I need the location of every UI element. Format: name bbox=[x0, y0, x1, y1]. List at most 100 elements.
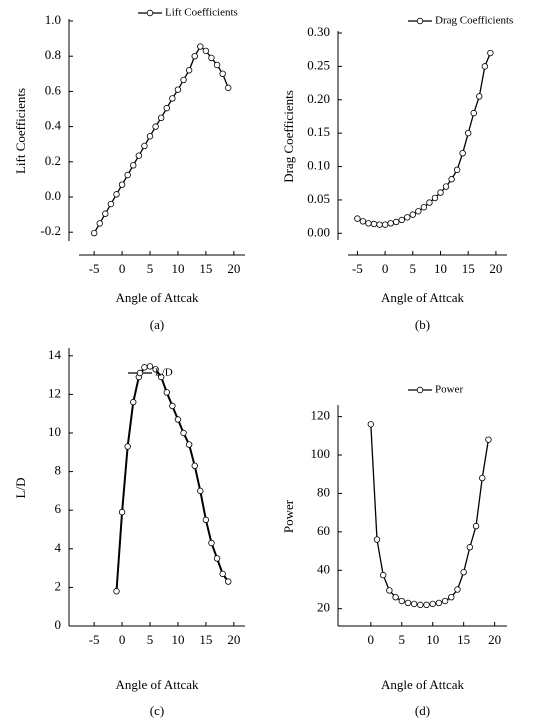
data-point bbox=[96, 220, 103, 227]
y-tick-label: 0.6 bbox=[45, 82, 62, 97]
data-point bbox=[485, 436, 492, 443]
panel-label: (d) bbox=[415, 703, 430, 718]
data-point bbox=[225, 578, 232, 585]
data-point bbox=[141, 364, 148, 371]
x-tick-label: 5 bbox=[399, 632, 406, 647]
y-tick-label: 0.8 bbox=[45, 47, 61, 62]
x-tick-label: -5 bbox=[352, 261, 363, 276]
data-point bbox=[429, 600, 436, 608]
y-tick-label: -0.2 bbox=[40, 223, 61, 238]
data-point bbox=[213, 555, 221, 562]
data-point bbox=[202, 516, 210, 524]
y-tick-label: 0.15 bbox=[307, 124, 330, 139]
data-point bbox=[437, 189, 444, 196]
data-point bbox=[453, 166, 461, 174]
y-tick-label: 1.0 bbox=[45, 12, 61, 27]
x-tick-label: 0 bbox=[368, 632, 375, 647]
x-tick-label: 20 bbox=[488, 632, 501, 647]
x-tick-label: 15 bbox=[199, 632, 212, 647]
data-point bbox=[387, 220, 394, 227]
data-point bbox=[130, 398, 137, 406]
data-point bbox=[470, 109, 477, 117]
data-point bbox=[392, 593, 399, 601]
data-point bbox=[130, 162, 137, 169]
data-point bbox=[107, 200, 115, 208]
data-point bbox=[370, 220, 378, 228]
y-tick-label: 0.00 bbox=[307, 224, 330, 239]
data-point bbox=[113, 588, 120, 595]
y-axis-label: Drag Coefficients bbox=[281, 90, 296, 183]
data-point bbox=[404, 599, 412, 607]
legend-label: Power bbox=[435, 384, 463, 396]
x-tick-label: 10 bbox=[434, 261, 447, 276]
y-axis-label: Power bbox=[281, 499, 296, 533]
y-tick-label: 100 bbox=[311, 446, 331, 461]
x-tick-label: 20 bbox=[227, 261, 240, 276]
data-point bbox=[163, 389, 170, 396]
y-tick-label: 12 bbox=[48, 385, 61, 400]
legend-marker bbox=[416, 17, 424, 25]
x-tick-label: 10 bbox=[426, 632, 439, 647]
x-tick-label: 20 bbox=[227, 632, 240, 647]
x-axis-label: Angle of Attcak bbox=[381, 290, 465, 305]
data-point bbox=[404, 214, 411, 221]
x-axis-label: Angle of Attcak bbox=[381, 677, 465, 692]
data-point bbox=[102, 210, 109, 217]
x-tick-label: 15 bbox=[199, 261, 212, 276]
data-point bbox=[410, 600, 418, 608]
y-tick-label: 0.0 bbox=[45, 188, 61, 203]
data-point bbox=[213, 61, 221, 69]
data-point bbox=[435, 599, 443, 607]
data-point bbox=[373, 536, 381, 543]
data-point bbox=[376, 221, 383, 228]
y-tick-label: 14 bbox=[48, 347, 62, 362]
data-point bbox=[442, 183, 450, 190]
y-tick-label: 0.05 bbox=[307, 191, 330, 206]
legend-marker bbox=[146, 9, 154, 17]
x-tick-label: 10 bbox=[171, 261, 184, 276]
data-point bbox=[423, 601, 430, 609]
data-point bbox=[185, 67, 193, 74]
data-point bbox=[208, 539, 215, 547]
y-tick-label: 4 bbox=[55, 540, 62, 555]
y-tick-label: 20 bbox=[317, 600, 330, 615]
data-point bbox=[409, 211, 417, 218]
x-tick-label: 5 bbox=[410, 261, 417, 276]
data-point bbox=[174, 416, 182, 423]
data-point bbox=[454, 586, 461, 593]
data-point bbox=[185, 441, 193, 448]
x-tick-label: 0 bbox=[382, 261, 389, 276]
x-tick-label: -5 bbox=[89, 632, 100, 647]
data-point bbox=[476, 93, 483, 100]
x-axis-label: Angle of Attcak bbox=[115, 290, 199, 305]
series-line bbox=[370, 424, 490, 606]
data-point bbox=[465, 129, 472, 137]
data-point bbox=[479, 474, 486, 482]
data-point bbox=[180, 429, 187, 437]
data-point bbox=[197, 487, 204, 495]
data-point bbox=[420, 204, 428, 211]
data-point bbox=[152, 366, 159, 373]
panel-label: (c) bbox=[150, 703, 164, 718]
data-point bbox=[466, 544, 474, 551]
x-tick-label: 20 bbox=[489, 261, 502, 276]
data-point bbox=[417, 601, 424, 609]
data-point bbox=[208, 54, 215, 62]
data-point bbox=[460, 569, 467, 576]
data-point bbox=[191, 53, 198, 60]
y-tick-label: 8 bbox=[55, 463, 62, 478]
y-axis-label: Lift Coefficients bbox=[13, 88, 28, 174]
y-tick-label: 0.10 bbox=[307, 158, 330, 173]
legend-label: L/D bbox=[155, 367, 173, 379]
y-tick-label: 2 bbox=[55, 578, 62, 593]
legend-marker bbox=[136, 369, 144, 377]
data-point bbox=[365, 220, 372, 227]
x-tick-label: 0 bbox=[119, 632, 126, 647]
x-tick-label: 5 bbox=[147, 632, 154, 647]
x-tick-label: -5 bbox=[89, 261, 100, 276]
x-tick-label: 10 bbox=[171, 632, 184, 647]
data-point bbox=[441, 597, 449, 605]
y-tick-label: 0.4 bbox=[45, 118, 62, 133]
data-point bbox=[448, 176, 455, 183]
